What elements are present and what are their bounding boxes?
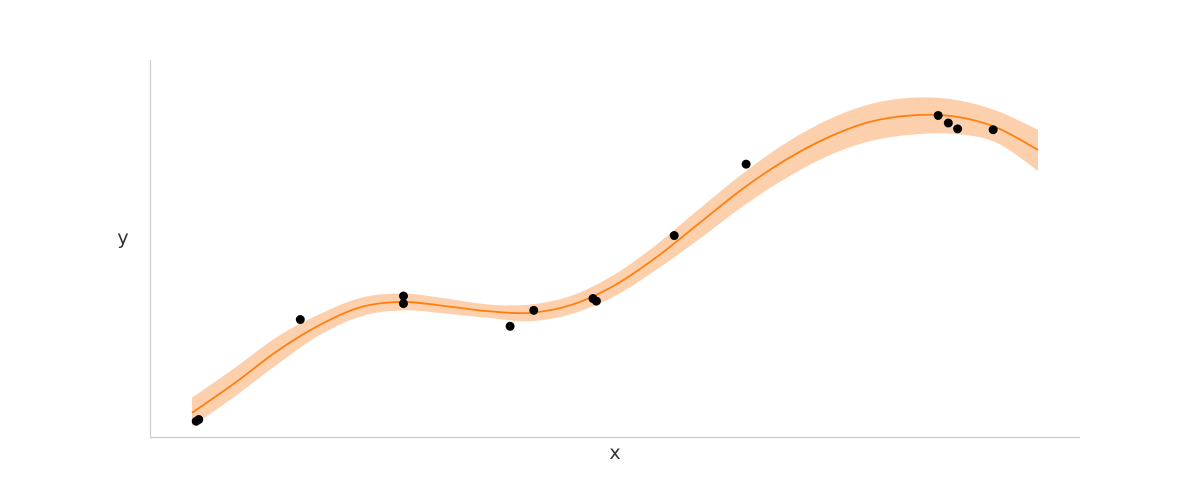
mean-line (191, 113, 1039, 414)
data-point (399, 299, 408, 309)
data-point (194, 415, 204, 425)
data-point (953, 124, 963, 134)
data-point (505, 321, 515, 331)
data-point (591, 296, 601, 306)
data-point (399, 291, 408, 301)
data-point (295, 315, 305, 325)
y-axis-label: y (117, 227, 128, 249)
x-axis-label: x (609, 442, 620, 464)
data-point (529, 305, 539, 315)
data-point (669, 231, 679, 241)
data-point (988, 125, 998, 135)
data-point (933, 110, 943, 120)
confidence-band (192, 97, 1038, 427)
data-point (741, 159, 751, 169)
data-point (943, 118, 953, 128)
observation-points (191, 110, 998, 426)
